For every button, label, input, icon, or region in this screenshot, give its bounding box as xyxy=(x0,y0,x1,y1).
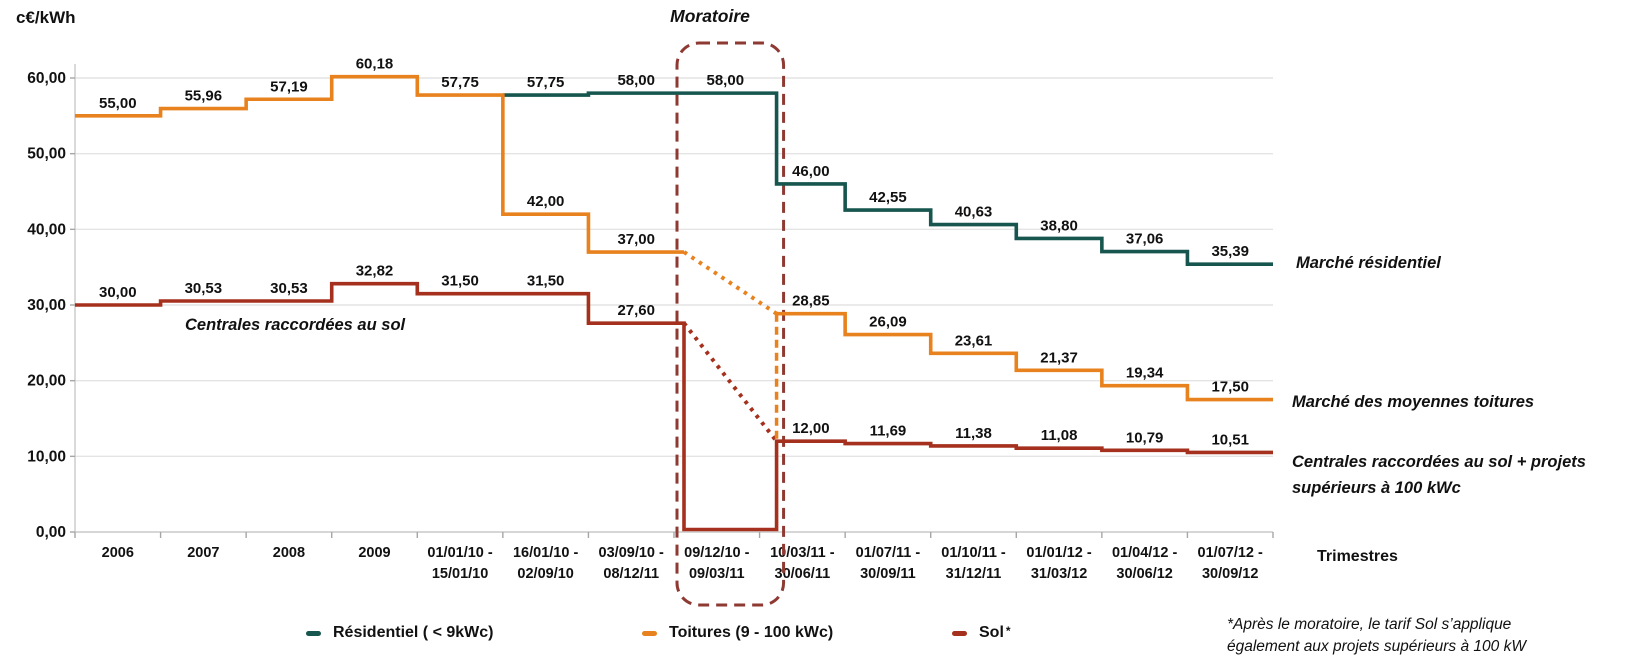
svg-text:30,53: 30,53 xyxy=(185,280,223,297)
annotation-centrales-sol: Centrales raccordées au sol xyxy=(185,316,406,334)
svg-text:2008: 2008 xyxy=(273,545,305,561)
svg-text:57,75: 57,75 xyxy=(441,74,479,91)
svg-text:28,85: 28,85 xyxy=(792,293,830,310)
legend-label-residentiel: Résidentiel ( < 9kWc) xyxy=(333,624,494,641)
svg-text:31/03/12: 31/03/12 xyxy=(1031,566,1087,582)
svg-text:35,39: 35,39 xyxy=(1211,243,1249,260)
svg-text:21,37: 21,37 xyxy=(1040,349,1078,366)
svg-text:08/12/11: 08/12/11 xyxy=(603,566,659,582)
svg-text:11,38: 11,38 xyxy=(955,425,992,442)
svg-text:40,00: 40,00 xyxy=(27,221,66,238)
svg-text:58,00: 58,00 xyxy=(707,72,745,89)
svg-text:31,50: 31,50 xyxy=(441,273,479,290)
svg-text:50,00: 50,00 xyxy=(27,146,66,163)
svg-text:57,19: 57,19 xyxy=(270,78,308,95)
svg-text:12,00: 12,00 xyxy=(792,420,830,437)
svg-text:19,34: 19,34 xyxy=(1126,365,1164,382)
svg-text:0,00: 0,00 xyxy=(36,524,66,541)
svg-text:23,61: 23,61 xyxy=(955,332,993,349)
sol-line-marker-icon xyxy=(952,630,967,636)
svg-text:01/01/10 -: 01/01/10 - xyxy=(427,545,492,561)
svg-text:27,60: 27,60 xyxy=(617,302,655,319)
svg-text:10/03/11 -: 10/03/11 - xyxy=(770,545,835,561)
svg-text:37,00: 37,00 xyxy=(617,231,655,248)
svg-text:11,08: 11,08 xyxy=(1041,427,1078,444)
svg-text:17,50: 17,50 xyxy=(1211,379,1249,396)
svg-text:55,00: 55,00 xyxy=(99,95,137,112)
svg-text:30,00: 30,00 xyxy=(99,284,137,301)
svg-text:09/03/11: 09/03/11 xyxy=(689,566,745,582)
annotation-marche-moyennes-toitures: Marché des moyennes toitures xyxy=(1292,393,1535,411)
svg-text:03/09/10 -: 03/09/10 - xyxy=(599,545,664,561)
svg-text:60,18: 60,18 xyxy=(356,56,394,73)
y-axis-unit-label: c€/kWh xyxy=(16,8,76,27)
legend-item-toitures: Toitures (9 - 100 kWc) xyxy=(642,624,833,642)
svg-text:58,00: 58,00 xyxy=(617,72,655,89)
svg-text:20,00: 20,00 xyxy=(27,373,66,390)
svg-text:32,82: 32,82 xyxy=(356,263,394,280)
svg-text:42,55: 42,55 xyxy=(869,189,907,206)
svg-text:01/07/11 -: 01/07/11 - xyxy=(856,545,921,561)
svg-text:10,51: 10,51 xyxy=(1211,431,1249,448)
svg-text:01/10/11 -: 01/10/11 - xyxy=(941,545,1006,561)
annotation-centrales-sol-projets: Centrales raccordées au sol + projets su… xyxy=(1292,453,1586,497)
svg-text:16/01/10 -: 16/01/10 - xyxy=(513,545,578,561)
svg-text:60,00: 60,00 xyxy=(27,70,66,87)
legend-item-residentiel: Résidentiel ( < 9kWc) xyxy=(306,624,494,642)
svg-text:42,00: 42,00 xyxy=(527,193,565,210)
svg-text:30,53: 30,53 xyxy=(270,280,308,297)
sol-footnote-asterisk: * xyxy=(1005,624,1011,638)
svg-text:01/04/12 -: 01/04/12 - xyxy=(1112,545,1177,561)
svg-text:31,50: 31,50 xyxy=(527,273,565,290)
svg-text:30/09/12: 30/09/12 xyxy=(1202,566,1258,582)
svg-text:15/01/10: 15/01/10 xyxy=(432,566,488,582)
svg-text:46,00: 46,00 xyxy=(792,163,830,180)
toitures-line-marker-icon xyxy=(642,630,657,636)
legend-label-sol: Sol xyxy=(979,624,1004,641)
svg-text:37,06: 37,06 xyxy=(1126,231,1164,248)
svg-text:40,63: 40,63 xyxy=(955,204,993,221)
svg-text:30,00: 30,00 xyxy=(27,297,66,314)
annotation-marche-residentiel: Marché résidentiel xyxy=(1296,254,1441,272)
svg-text:09/12/10 -: 09/12/10 - xyxy=(684,545,749,561)
svg-text:11,69: 11,69 xyxy=(870,423,907,440)
svg-text:26,09: 26,09 xyxy=(869,314,907,331)
svg-text:55,96: 55,96 xyxy=(185,88,223,105)
svg-text:31/12/11: 31/12/11 xyxy=(946,566,1002,582)
footnote: *Après le moratoire, le tarif Sol s’appl… xyxy=(1227,616,1526,655)
svg-text:57,75: 57,75 xyxy=(527,74,565,91)
residentiel-line-marker-icon xyxy=(306,630,321,636)
legend-label-toitures: Toitures (9 - 100 kWc) xyxy=(669,624,834,641)
svg-text:38,80: 38,80 xyxy=(1040,217,1078,234)
moratorium-title: Moratoire xyxy=(670,6,750,26)
svg-text:10,79: 10,79 xyxy=(1126,429,1164,446)
legend-item-sol: Sol * xyxy=(952,624,1011,642)
svg-text:2009: 2009 xyxy=(358,545,390,561)
svg-text:2006: 2006 xyxy=(102,545,134,561)
svg-text:01/07/12 -: 01/07/12 - xyxy=(1198,545,1263,561)
svg-text:30/09/11: 30/09/11 xyxy=(860,566,916,582)
svg-text:02/09/10: 02/09/10 xyxy=(517,566,573,582)
svg-text:30/06/11: 30/06/11 xyxy=(775,566,831,582)
svg-text:2007: 2007 xyxy=(187,545,219,561)
svg-text:30/06/12: 30/06/12 xyxy=(1116,566,1172,582)
svg-text:10,00: 10,00 xyxy=(27,448,66,465)
svg-text:01/01/12 -: 01/01/12 - xyxy=(1026,545,1091,561)
x-axis-title: Trimestres xyxy=(1317,548,1398,565)
